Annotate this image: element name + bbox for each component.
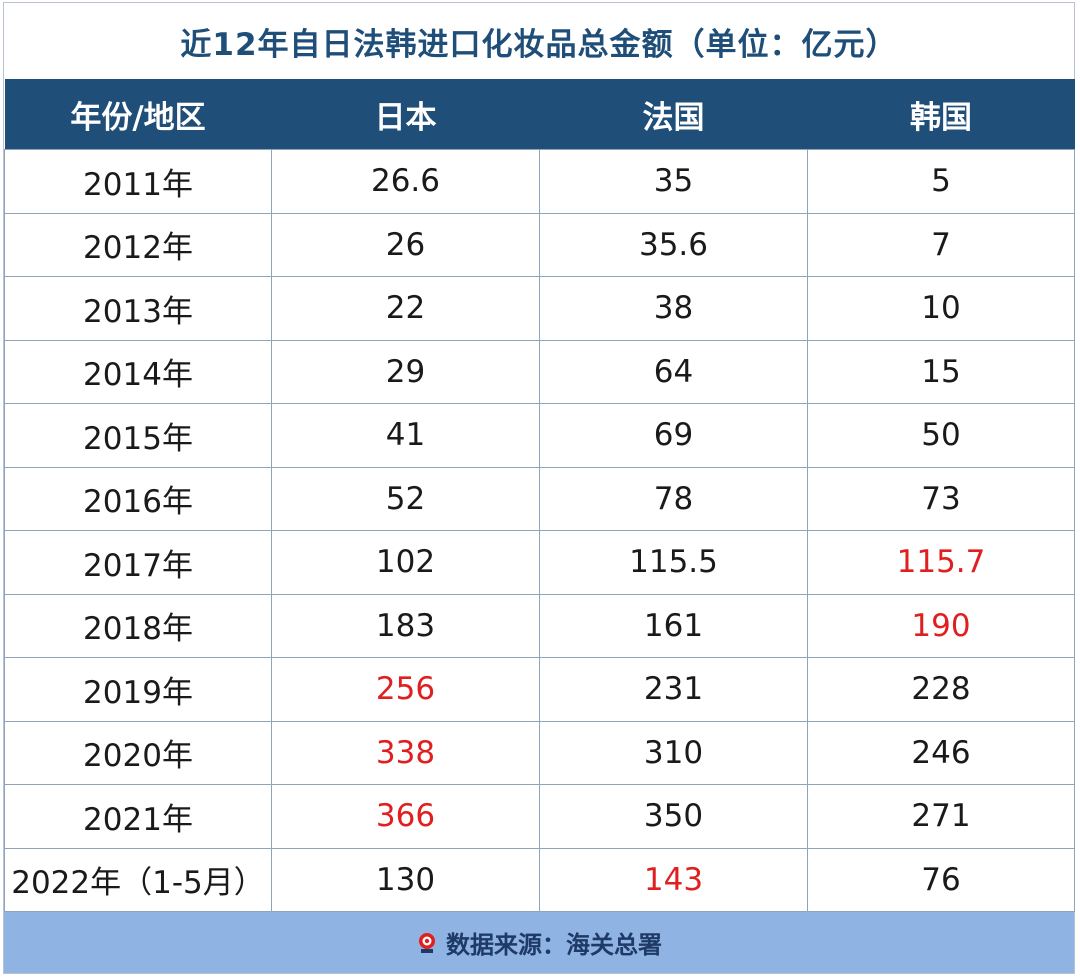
japan-value-cell: 29 bbox=[271, 339, 540, 404]
table-row: 2014年 29 64 15 bbox=[4, 339, 1075, 404]
year-cell: 2019年 bbox=[4, 657, 272, 722]
korea-value-cell: 15 bbox=[807, 339, 1075, 404]
table-row: 2020年 338 310 246 bbox=[4, 720, 1075, 785]
japan-value-cell: 183 bbox=[271, 593, 540, 658]
japan-value-cell: 338 bbox=[271, 720, 540, 785]
table-row: 2021年 366 350 271 bbox=[4, 784, 1075, 849]
korea-value-cell: 5 bbox=[807, 149, 1075, 214]
year-cell: 2017年 bbox=[4, 530, 272, 595]
france-value-cell: 310 bbox=[539, 720, 808, 785]
year-cell: 2022年（1-5月） bbox=[4, 847, 272, 912]
france-value-cell: 143 bbox=[539, 847, 808, 912]
france-value-cell: 69 bbox=[539, 403, 808, 468]
table-title: 近12年自日法韩进口化妆品总金额（单位：亿元） bbox=[180, 26, 898, 63]
header-japan: 日本 bbox=[271, 79, 540, 150]
year-cell: 2014年 bbox=[4, 339, 272, 404]
table-frame: 近12年自日法韩进口化妆品总金额（单位：亿元） 年份/地区 日本 法国 韩国 2… bbox=[3, 2, 1075, 974]
korea-value-cell: 73 bbox=[807, 466, 1075, 531]
source-footer: 数据来源：海关总署 bbox=[4, 912, 1074, 973]
header-france: 法国 bbox=[539, 79, 808, 150]
france-value-cell: 231 bbox=[539, 657, 808, 722]
source-text: 数据来源：海关总署 bbox=[446, 931, 662, 959]
table-body: 2011年 26.6 35 5 2012年 26 35.6 7 2013年 22 38 10 2014年… bbox=[4, 149, 1075, 912]
table-row: 2011年 26.6 35 5 bbox=[4, 149, 1075, 214]
france-value-cell: 35.6 bbox=[539, 212, 808, 277]
japan-value-cell: 366 bbox=[271, 784, 540, 849]
japan-value-cell: 26 bbox=[271, 212, 540, 277]
korea-value-cell: 246 bbox=[807, 720, 1075, 785]
japan-value-cell: 52 bbox=[271, 466, 540, 531]
japan-value-cell: 256 bbox=[271, 657, 540, 722]
table-row: 2019年 256 231 228 bbox=[4, 657, 1075, 722]
france-value-cell: 35 bbox=[539, 149, 808, 214]
year-cell: 2011年 bbox=[4, 149, 272, 214]
japan-value-cell: 102 bbox=[271, 530, 540, 595]
france-value-cell: 115.5 bbox=[539, 530, 808, 595]
france-value-cell: 64 bbox=[539, 339, 808, 404]
brand-logo-icon bbox=[416, 932, 438, 954]
korea-value-cell: 76 bbox=[807, 847, 1075, 912]
korea-value-cell: 7 bbox=[807, 212, 1075, 277]
year-cell: 2015年 bbox=[4, 403, 272, 468]
table-row: 2017年 102 115.5 115.7 bbox=[4, 530, 1075, 595]
korea-value-cell: 115.7 bbox=[807, 530, 1075, 595]
year-cell: 2018年 bbox=[4, 593, 272, 658]
france-value-cell: 350 bbox=[539, 784, 808, 849]
year-cell: 2012年 bbox=[4, 212, 272, 277]
header-korea: 韩国 bbox=[807, 79, 1075, 150]
japan-value-cell: 22 bbox=[271, 276, 540, 341]
year-cell: 2016年 bbox=[4, 466, 272, 531]
data-table: 年份/地区 日本 法国 韩国 2011年 26.6 35 5 2012年 26 35.6 7 2… bbox=[4, 79, 1075, 912]
japan-value-cell: 26.6 bbox=[271, 149, 540, 214]
table-row: 2012年 26 35.6 7 bbox=[4, 212, 1075, 277]
korea-value-cell: 228 bbox=[807, 657, 1075, 722]
year-cell: 2013年 bbox=[4, 276, 272, 341]
korea-value-cell: 271 bbox=[807, 784, 1075, 849]
japan-value-cell: 41 bbox=[271, 403, 540, 468]
table-row: 2013年 22 38 10 bbox=[4, 276, 1075, 341]
table-row: 2016年 52 78 73 bbox=[4, 466, 1075, 531]
france-value-cell: 38 bbox=[539, 276, 808, 341]
table-row: 2022年（1-5月） 130 143 76 bbox=[4, 847, 1075, 912]
korea-value-cell: 10 bbox=[807, 276, 1075, 341]
header-row: 年份/地区 日本 法国 韩国 bbox=[4, 79, 1075, 150]
korea-value-cell: 50 bbox=[807, 403, 1075, 468]
france-value-cell: 161 bbox=[539, 593, 808, 658]
japan-value-cell: 130 bbox=[271, 847, 540, 912]
france-value-cell: 78 bbox=[539, 466, 808, 531]
year-cell: 2020年 bbox=[4, 720, 272, 785]
header-year-region: 年份/地区 bbox=[4, 79, 272, 150]
table-row: 2018年 183 161 190 bbox=[4, 593, 1075, 658]
table-row: 2015年 41 69 50 bbox=[4, 403, 1075, 468]
korea-value-cell: 190 bbox=[807, 593, 1075, 658]
year-cell: 2021年 bbox=[4, 784, 272, 849]
